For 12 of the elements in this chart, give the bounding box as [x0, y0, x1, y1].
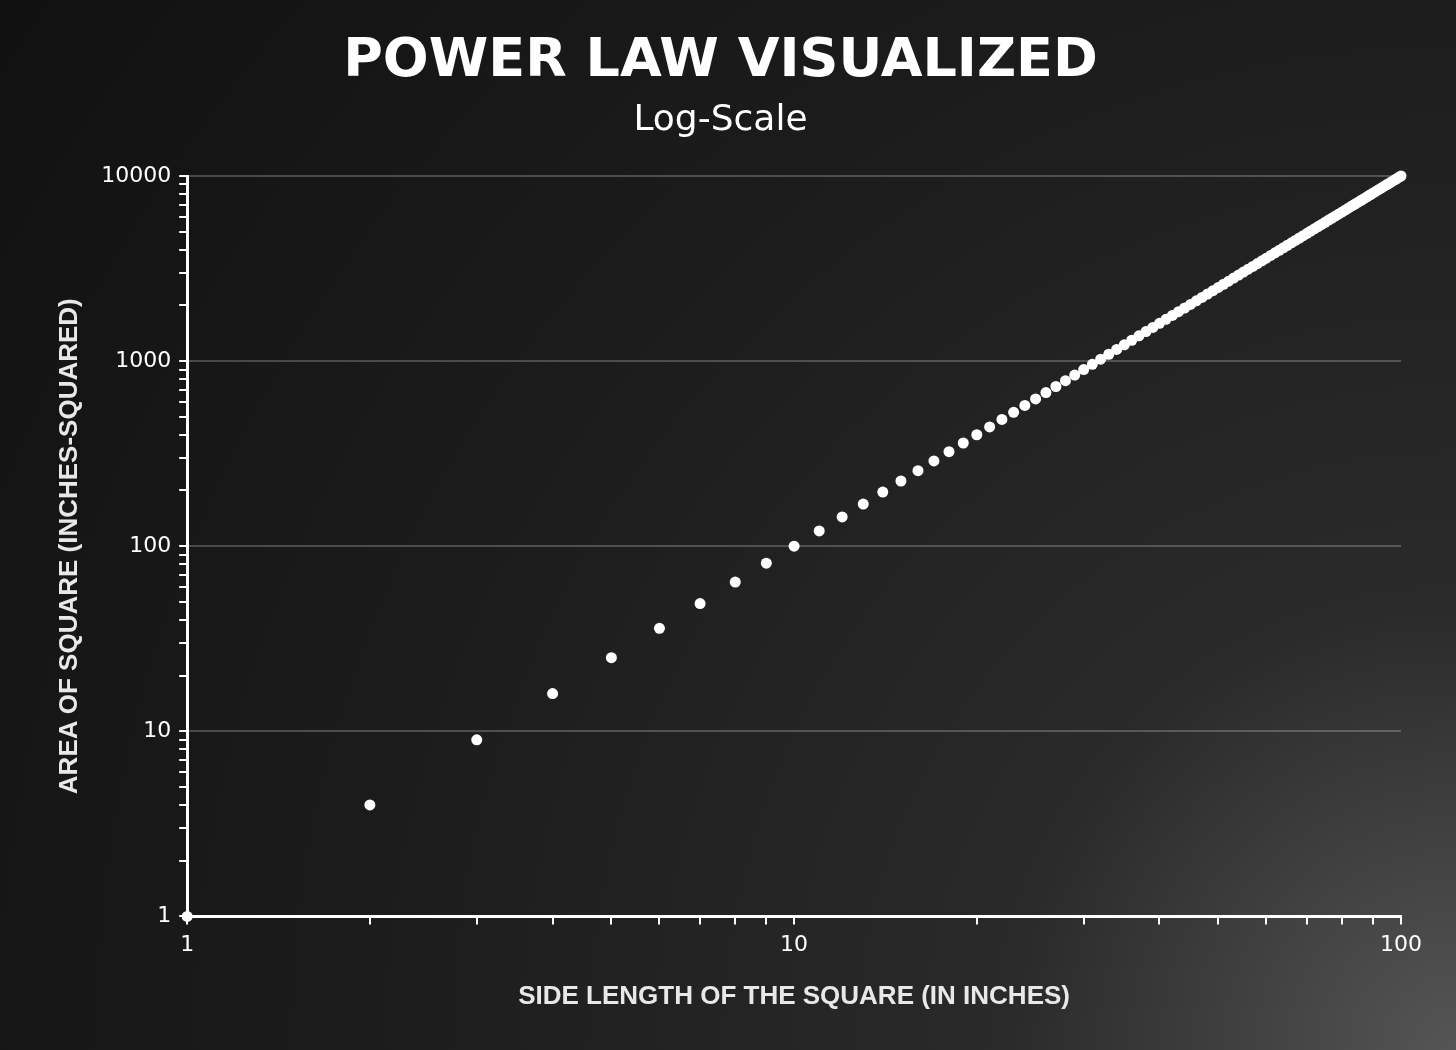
x-tick-label: 10	[780, 931, 809, 957]
x-tick-label: 100	[1380, 931, 1422, 957]
chart-title: POWER LAW VISUALIZED	[343, 26, 1098, 90]
y-axis-title: AREA OF SQUARE (INCHES-SQUARED)	[52, 298, 83, 795]
y-tick-label: 10	[143, 717, 172, 743]
y-tick-label: 1000	[115, 346, 172, 372]
x-axis-title: SIDE LENGTH OF THE SQUARE (IN INCHES)	[518, 979, 1070, 1010]
x-tick-label: 1	[180, 931, 195, 957]
y-tick-label: 100	[129, 531, 172, 557]
chart-subtitle: Log-Scale	[633, 96, 808, 138]
y-tick-label: 1	[157, 902, 172, 928]
y-tick-label: 10000	[101, 161, 172, 187]
